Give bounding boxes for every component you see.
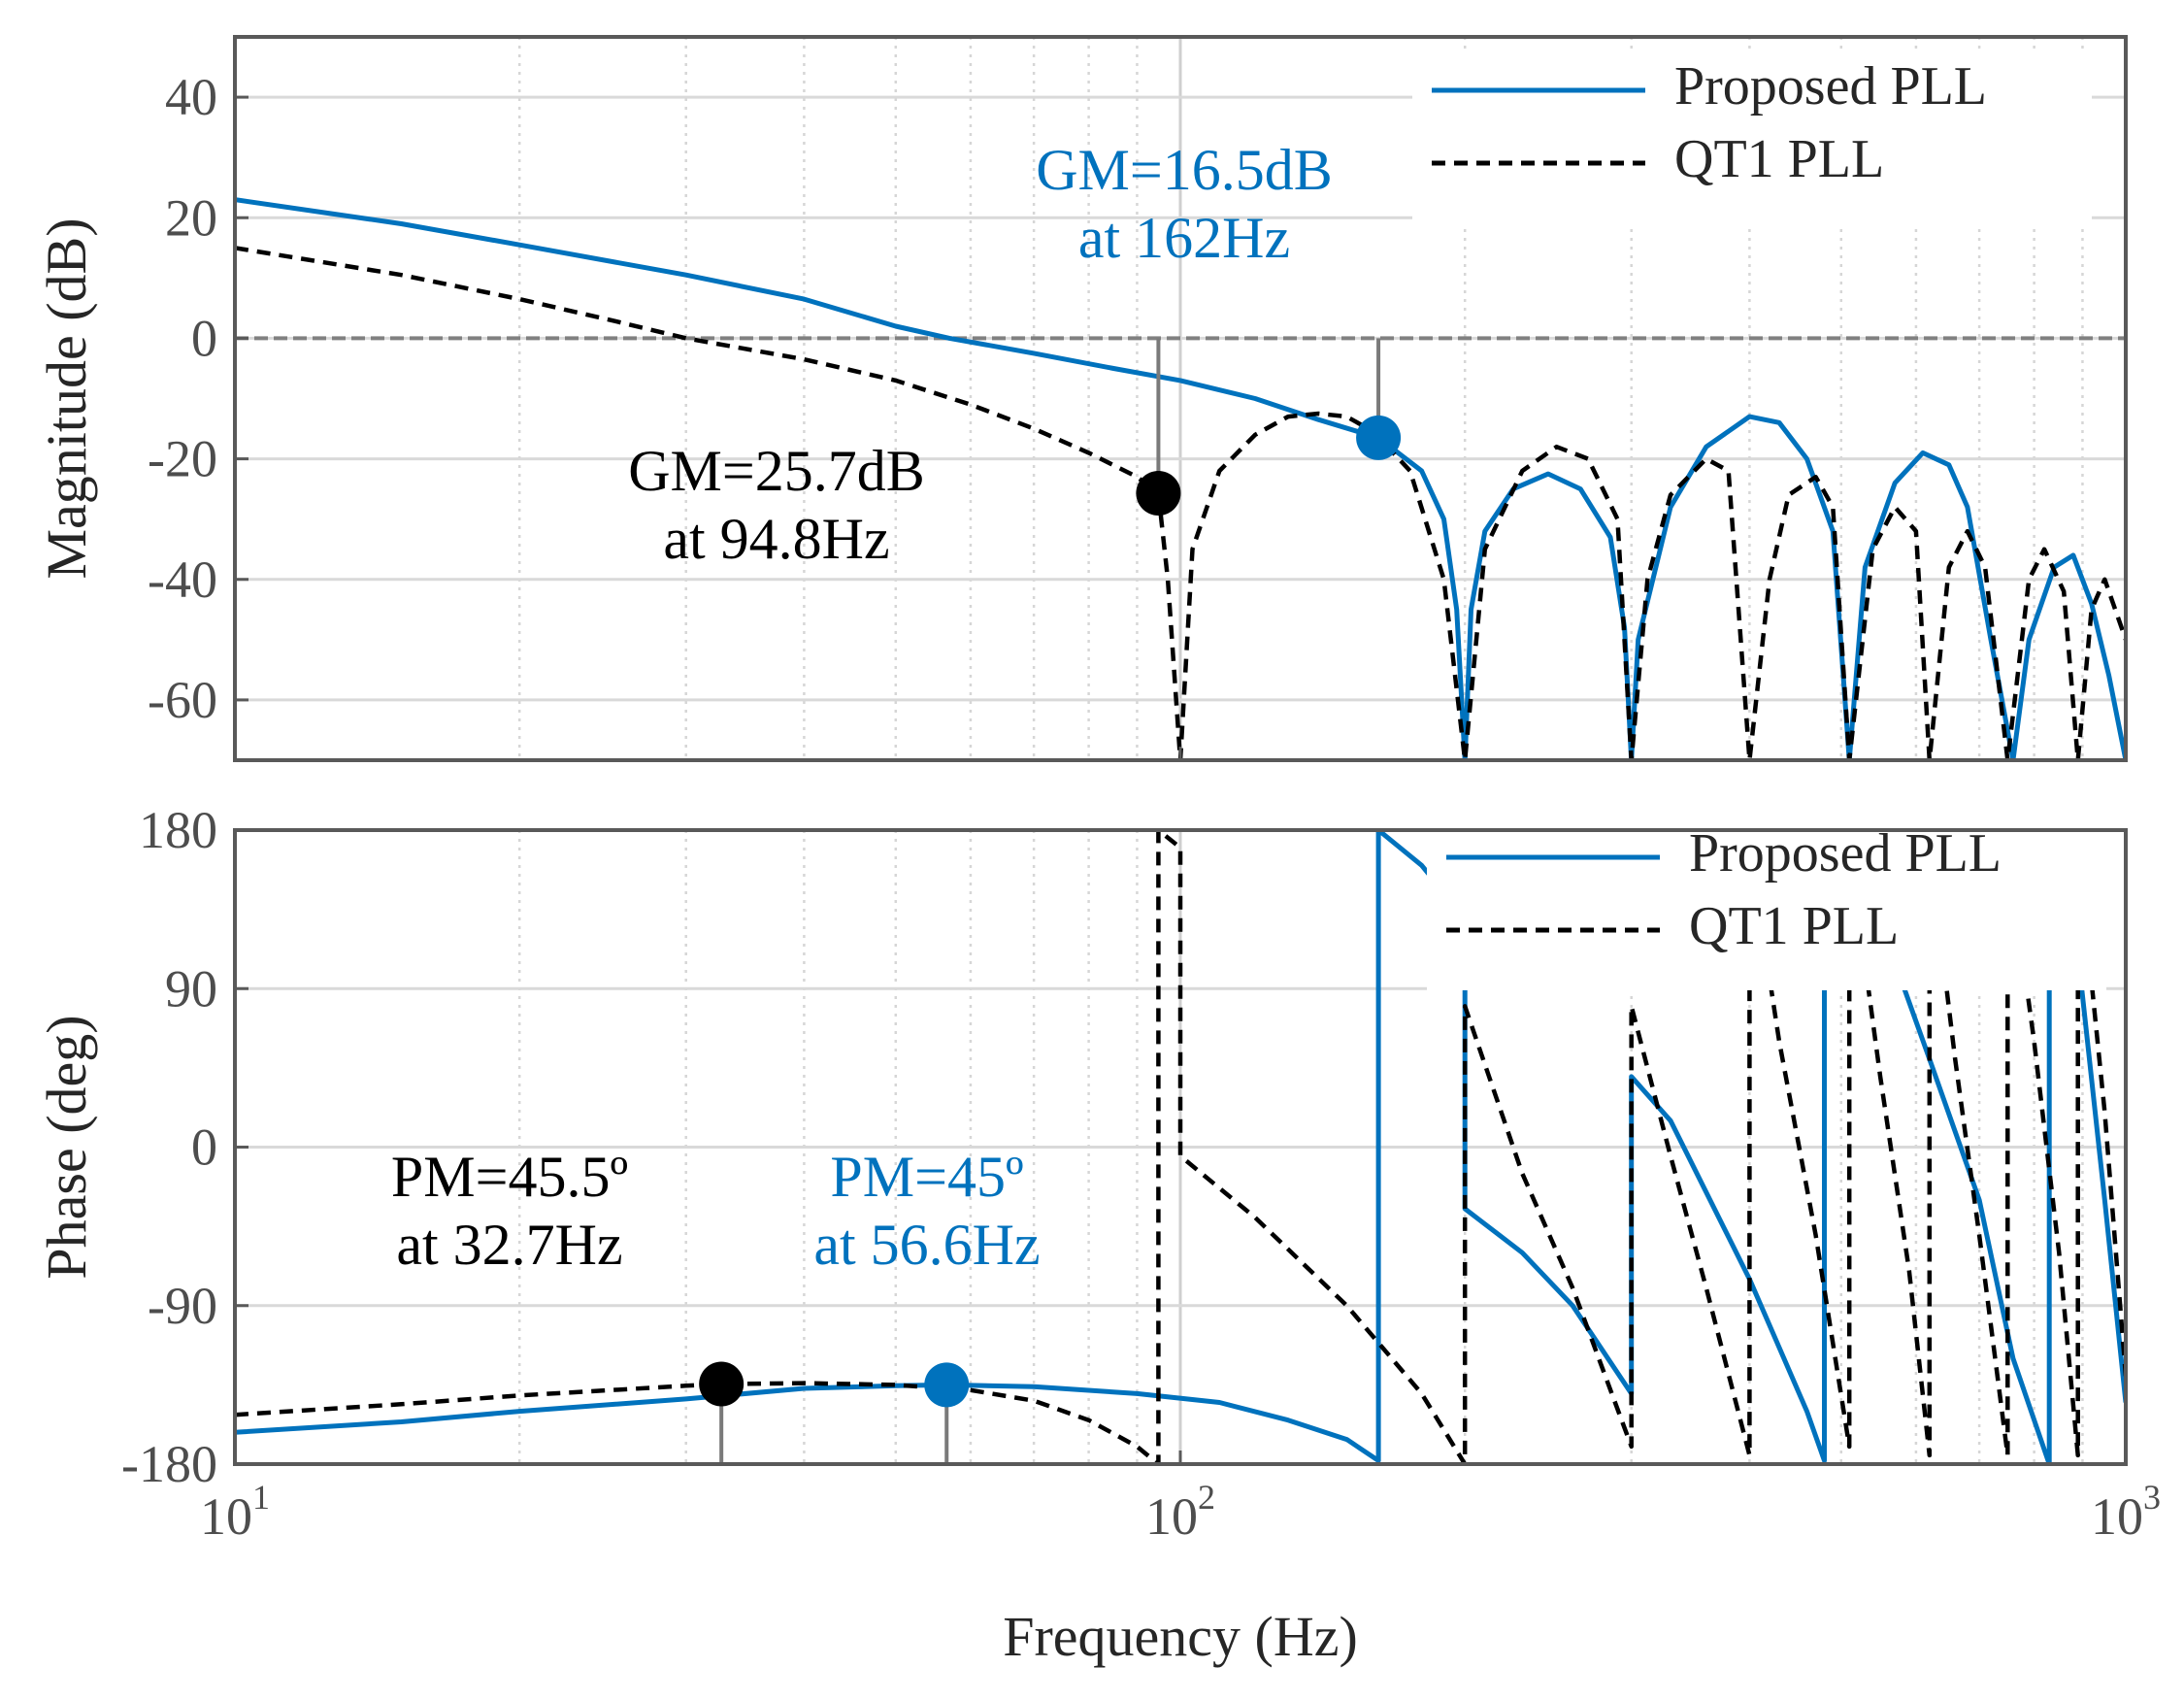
- qt1-pll-phase-line: [235, 830, 2126, 1464]
- annotation-line: GM=16.5dB: [1036, 138, 1333, 202]
- qt1-phase-annotation: PM=45.5º at 32.7Hz: [391, 1145, 628, 1277]
- proposed-pll-legend-label: Proposed PLL: [1674, 56, 1987, 117]
- proposed-pll-legend-label: Proposed PLL: [1689, 823, 2002, 884]
- qt1-pll-legend-label: QT1 PLL: [1674, 129, 1884, 189]
- x-tick-exponent: 1: [252, 1478, 270, 1517]
- qt1-pll-legend-label: QT1 PLL: [1689, 896, 1899, 956]
- phase-ylabel: Phase (deg): [35, 1015, 98, 1279]
- y-tick-label: -180: [121, 1435, 217, 1493]
- phase-legend: Proposed PLL QT1 PLL: [1427, 820, 2106, 990]
- proposed-pll-magnitude-line: [235, 197, 2126, 760]
- x-tick-label: 103: [2091, 1478, 2161, 1546]
- y-tick-label: 40: [165, 68, 217, 126]
- proposed-magnitude-annotation: GM=16.5dB at 162Hz: [1036, 138, 1333, 270]
- magnitude-ylabel: Magnitude (dB): [35, 217, 98, 579]
- qt1-phase-marker: [699, 1361, 745, 1407]
- y-tick-label: -90: [148, 1277, 217, 1335]
- magnitude-series: [235, 197, 2126, 760]
- y-tick-label: 20: [165, 188, 217, 247]
- x-tick-base: 10: [1145, 1487, 1198, 1546]
- x-tick-exponent: 3: [2143, 1478, 2161, 1517]
- qt1-magnitude-marker: [1136, 470, 1181, 516]
- annotation-line: PM=45º: [830, 1145, 1023, 1209]
- y-tick-label: 0: [191, 309, 217, 367]
- y-tick-label: -40: [148, 550, 217, 609]
- legend-box: [1412, 53, 2092, 223]
- y-tick-label: 180: [139, 801, 217, 859]
- proposed-phase-annotation: PM=45º at 56.6Hz: [813, 1145, 1040, 1277]
- phase-panel: PM=45.5º at 32.7Hz PM=45º at 56.6Hz Proposed…: [35, 801, 2128, 1493]
- x-axis-title: Frequency (Hz): [1003, 1605, 1358, 1668]
- y-tick-label: -20: [148, 430, 217, 488]
- qt1-pll-magnitude-line: [235, 246, 2126, 760]
- magnitude-panel: GM=25.7dB at 94.8Hz GM=16.5dB at 162Hz Propo…: [35, 35, 2128, 762]
- x-tick-label: 102: [1145, 1478, 1215, 1546]
- annotation-line: at 32.7Hz: [396, 1213, 622, 1277]
- annotation-line: GM=25.7dB: [628, 439, 925, 503]
- x-tick-label: 101: [200, 1478, 270, 1546]
- y-tick-label: 90: [165, 959, 217, 1017]
- qt1-magnitude-annotation: GM=25.7dB at 94.8Hz: [628, 439, 925, 571]
- x-tick-base: 10: [200, 1487, 252, 1546]
- proposed-phase-marker: [924, 1362, 970, 1408]
- annotation-line: at 94.8Hz: [663, 507, 889, 571]
- legend-box: [1427, 820, 2106, 990]
- annotation-line: at 162Hz: [1078, 206, 1290, 270]
- proposed-magnitude-marker: [1356, 415, 1402, 460]
- annotation-line: at 56.6Hz: [813, 1213, 1040, 1277]
- y-tick-label: -60: [148, 671, 217, 729]
- y-tick-label: 0: [191, 1118, 217, 1177]
- x-tick-exponent: 2: [1198, 1478, 1215, 1517]
- annotation-line: PM=45.5º: [391, 1145, 628, 1209]
- magnitude-legend: Proposed PLL QT1 PLL: [1412, 53, 2092, 223]
- x-tick-base: 10: [2091, 1487, 2143, 1546]
